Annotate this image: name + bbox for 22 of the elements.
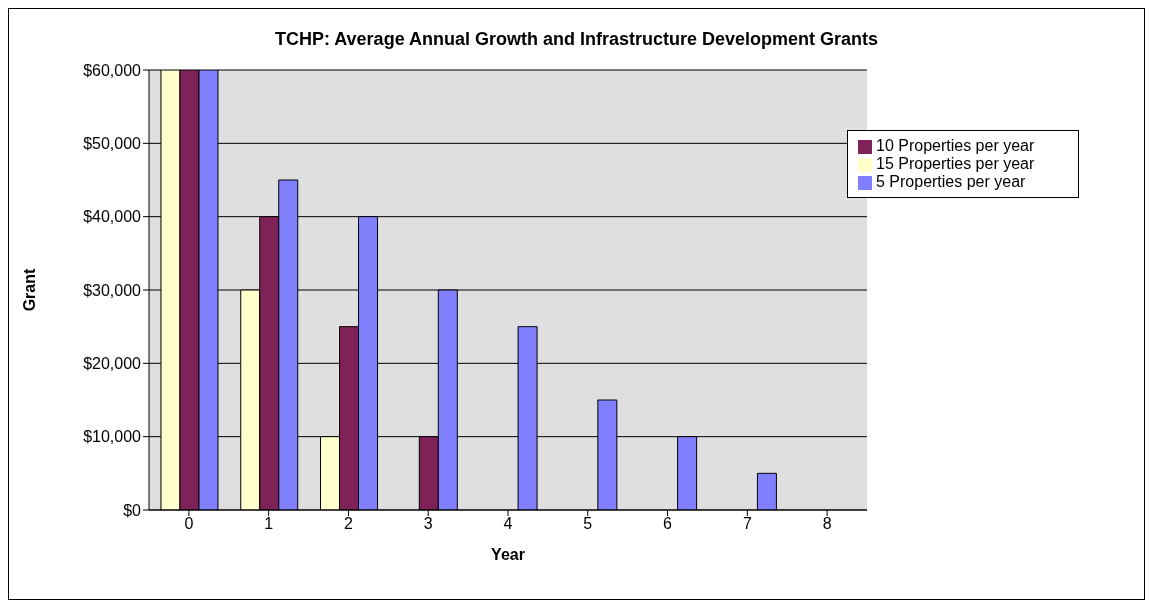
y-tick-label: $40,000 (83, 208, 142, 226)
y-tick-label: $20,000 (83, 355, 142, 373)
x-tick-label: 5 (583, 515, 593, 533)
x-tick-label: 1 (264, 515, 274, 533)
y-axis-title: Grant (20, 267, 38, 312)
x-tick-label: 2 (343, 515, 353, 533)
x-tick-label: 7 (742, 515, 752, 533)
y-tick-label: $60,000 (83, 61, 142, 79)
x-tick-label: 8 (822, 515, 832, 533)
y-tick-label: $0 (123, 501, 142, 519)
x-tick-label: 3 (423, 515, 433, 533)
y-tick-label: $30,000 (83, 281, 142, 299)
legend-label: 10 Properties per year (876, 137, 1035, 154)
x-tick-label: 4 (503, 515, 513, 533)
x-tick-label: 6 (663, 515, 673, 533)
chart-title: TCHP: Average Annual Growth and Infrastructure Development Grants (273, 29, 880, 50)
x-tick-label: 0 (184, 515, 194, 533)
y-tick-label: $50,000 (83, 135, 142, 153)
y-tick-label: $10,000 (83, 428, 142, 446)
x-axis-title: Year (491, 546, 525, 563)
legend-label: 5 Properties per year (876, 173, 1026, 190)
legend-label: 15 Properties per year (876, 155, 1035, 172)
